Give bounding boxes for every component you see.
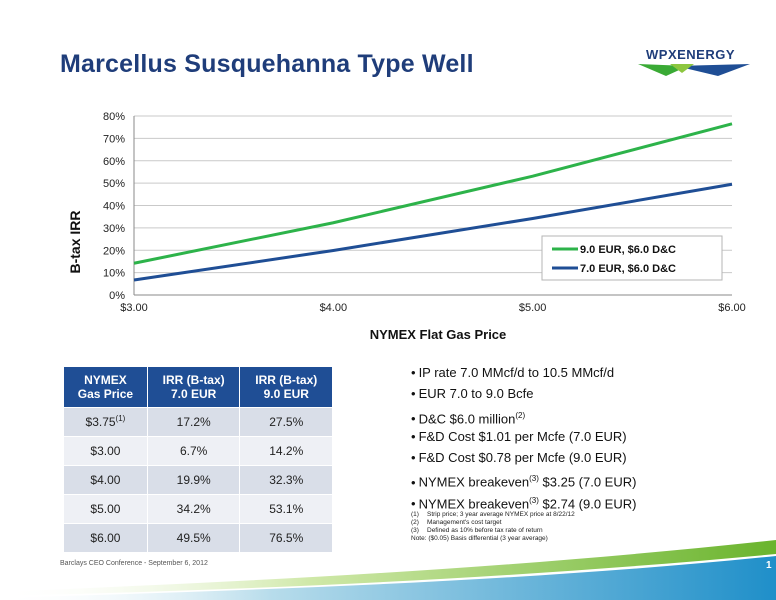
y-tick-label: 50%: [103, 178, 125, 190]
cell-irr9: 32.3%: [239, 464, 332, 494]
header-irr-7-eur: IRR (B-tax) 7.0 EUR: [147, 367, 241, 407]
cell-irr7: 6.7%: [147, 435, 241, 465]
x-tick-label: $4.00: [320, 302, 348, 314]
y-axis-ticks: 0% 10% 20% 30% 40% 50% 60% 70% 80%: [103, 111, 125, 302]
irr-table: NYMEX Gas Price IRR (B-tax) 7.0 EUR IRR …: [64, 367, 332, 552]
table-row: $6.00 49.5% 76.5%: [64, 522, 332, 552]
chart-grid: [133, 115, 732, 296]
table-header-row: NYMEX Gas Price IRR (B-tax) 7.0 EUR IRR …: [64, 367, 332, 407]
footer-swoosh-decoration: [0, 540, 776, 600]
cell-price: $6.00: [64, 522, 148, 552]
well-stats-list: • IP rate 7.0 MMcf/d to 10.5 MMcf/d • EUR …: [411, 362, 636, 511]
cell-price: $3.75(1): [64, 406, 148, 436]
y-tick-label: 60%: [103, 156, 125, 168]
x-tick-label: $3.00: [120, 302, 148, 314]
x-tick-label: $5.00: [519, 302, 547, 314]
y-tick-label: 40%: [103, 201, 125, 213]
series-line: [133, 122, 733, 265]
list-item: • D&C $6.0 million(2): [411, 410, 526, 426]
y-tick-label: 20%: [103, 245, 125, 257]
cell-irr9: 76.5%: [239, 522, 332, 552]
company-logo: WPXENERGY: [636, 40, 752, 82]
y-axis-label: B-tax IRR: [67, 210, 83, 273]
footnote: (3) Defined as 10% before tax rate of ret…: [411, 527, 543, 534]
list-item: • EUR 7.0 to 9.0 Bcfe: [411, 386, 534, 402]
logo-text: WPXENERGY: [646, 47, 736, 62]
series-line: [133, 182, 733, 282]
x-axis-ticks: $3.00 $4.00 $5.00 $6.00: [120, 302, 746, 314]
list-item: • NYMEX breakeven(3) $2.74 (9.0 EUR): [411, 495, 637, 512]
y-tick-label: 80%: [103, 111, 125, 123]
cell-irr7: 19.9%: [147, 464, 241, 494]
y-tick-label: 0%: [109, 290, 125, 302]
cell-price: $5.00: [64, 493, 148, 523]
footnote: (1) Strip price; 3 year average NYMEX pri…: [411, 511, 575, 518]
header-irr-9-eur: IRR (B-tax) 9.0 EUR: [239, 367, 332, 407]
footnote: Note: ($0.05) Basis differential (3 year…: [411, 535, 548, 542]
y-tick-label: 70%: [103, 133, 125, 145]
table-row: $4.00 19.9% 32.3%: [64, 464, 332, 494]
cell-price: $3.00: [64, 435, 148, 465]
table-row: $3.75(1) 17.2% 27.5%: [64, 406, 332, 436]
table-row: $3.00 6.7% 14.2%: [64, 435, 332, 465]
series-lines: [133, 122, 733, 282]
irr-line-chart: 0% 10% 20% 30% 40% 50% 60% 70% 80% $3.00 $4.00 $5.…: [67, 111, 746, 342]
legend-label: 7.0 EUR, $6.0 D&C: [580, 263, 676, 275]
y-tick-label: 10%: [103, 268, 125, 280]
cell-irr9: 27.5%: [239, 406, 332, 436]
cell-price: $4.00: [64, 464, 148, 494]
cell-irr7: 49.5%: [147, 522, 241, 552]
footer-text: Barclays CEO Conference - September 6, 2…: [60, 560, 208, 567]
cell-irr9: 53.1%: [239, 493, 332, 523]
list-item: • F&D Cost $0.78 per Mcfe (9.0 EUR): [411, 450, 627, 466]
x-axis-label: NYMEX Flat Gas Price: [370, 327, 507, 342]
header-gas-price: NYMEX Gas Price: [64, 367, 148, 407]
slide-title: Marcellus Susquehanna Type Well: [60, 50, 474, 78]
table-row: $5.00 34.2% 53.1%: [64, 493, 332, 523]
footnotes: (1) Strip price; 3 year average NYMEX pri…: [411, 511, 575, 543]
y-tick-label: 30%: [103, 223, 125, 235]
chart-legend: 9.0 EUR, $6.0 D&C 7.0 EUR, $6.0 D&C: [541, 235, 723, 281]
page-number: 1: [766, 560, 772, 571]
cell-irr7: 34.2%: [147, 493, 241, 523]
cell-irr7: 17.2%: [147, 406, 241, 436]
logo-mark-icon: [636, 64, 752, 80]
legend-box: [541, 235, 723, 281]
list-item: • NYMEX breakeven(3) $3.25 (7.0 EUR): [411, 474, 637, 490]
x-tick-label: $6.00: [718, 302, 746, 314]
legend-label: 9.0 EUR, $6.0 D&C: [580, 244, 676, 256]
cell-irr9: 14.2%: [239, 435, 332, 465]
footnote: (2) Management's cost target: [411, 519, 502, 526]
list-item: • F&D Cost $1.01 per Mcfe (7.0 EUR): [411, 428, 627, 444]
list-item: • IP rate 7.0 MMcf/d to 10.5 MMcf/d: [411, 365, 615, 380]
